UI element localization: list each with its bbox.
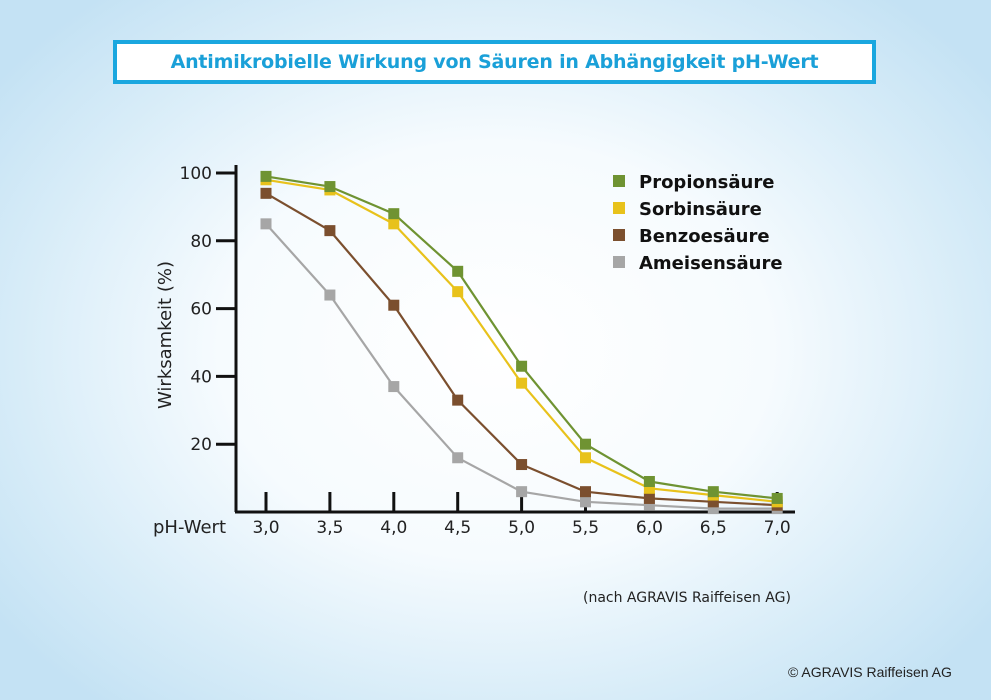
data-point bbox=[452, 286, 464, 298]
chart-title-box: Antimikrobielle Wirkung von Säuren in Ab… bbox=[113, 40, 876, 84]
x-tick-label: 3,0 bbox=[252, 518, 279, 538]
data-point bbox=[580, 486, 591, 498]
series-points bbox=[260, 170, 783, 515]
x-tick-label: 3,5 bbox=[316, 518, 343, 538]
data-point bbox=[324, 181, 336, 193]
data-point bbox=[260, 187, 272, 199]
data-point bbox=[260, 170, 272, 182]
legend-label: Propionsäure bbox=[639, 172, 774, 193]
data-point bbox=[516, 486, 528, 498]
data-point bbox=[324, 225, 336, 237]
legend-swatch bbox=[613, 256, 625, 268]
data-point bbox=[771, 492, 783, 504]
data-point bbox=[580, 438, 591, 450]
data-point bbox=[643, 499, 655, 511]
data-point bbox=[580, 452, 591, 464]
chart-legend: Propionsäure Sorbinsäure Benzoesäure Ameise… bbox=[613, 172, 783, 274]
y-tick-label: 100 bbox=[180, 164, 212, 184]
data-point bbox=[580, 496, 591, 508]
data-point bbox=[707, 486, 719, 498]
data-point bbox=[452, 265, 464, 277]
data-point bbox=[452, 394, 464, 406]
y-axis-label: Wirksamkeit (%) bbox=[155, 261, 176, 409]
x-tick-label: 6,5 bbox=[700, 518, 727, 538]
y-tick-label: 60 bbox=[190, 300, 212, 320]
data-point bbox=[260, 218, 272, 230]
legend-swatch bbox=[613, 202, 625, 214]
data-point bbox=[388, 299, 400, 311]
data-point bbox=[516, 377, 528, 389]
x-tick-label: 7,0 bbox=[764, 518, 791, 538]
y-tick-label: 20 bbox=[190, 435, 212, 455]
legend-label: Benzoesäure bbox=[639, 226, 770, 247]
legend-label: Sorbinsäure bbox=[639, 199, 762, 220]
x-axis-label: pH-Wert bbox=[153, 517, 226, 538]
data-point bbox=[643, 475, 655, 487]
data-point bbox=[643, 482, 655, 494]
data-point bbox=[452, 452, 464, 464]
series-line bbox=[265, 175, 778, 500]
x-tick-label: 4,5 bbox=[444, 518, 471, 538]
source-note: (nach AGRAVIS Raiffeisen AG) bbox=[583, 590, 791, 606]
data-point bbox=[388, 381, 400, 393]
x-tick-label: 6,0 bbox=[636, 518, 663, 538]
data-point bbox=[707, 496, 719, 508]
legend-swatch bbox=[613, 175, 625, 187]
y-tick-label: 80 bbox=[190, 232, 212, 252]
data-point bbox=[388, 218, 400, 230]
chart-title: Antimikrobielle Wirkung von Säuren in Ab… bbox=[170, 51, 819, 73]
data-point bbox=[707, 503, 719, 515]
x-tick-label: 5,5 bbox=[572, 518, 599, 538]
legend-swatch bbox=[613, 229, 625, 241]
data-point bbox=[324, 289, 336, 301]
data-point bbox=[516, 459, 528, 471]
data-point bbox=[643, 492, 655, 504]
x-tick-label: 4,0 bbox=[380, 518, 407, 538]
copyright-note: © AGRAVIS Raiffeisen AG bbox=[788, 664, 952, 680]
x-tick-label: 5,0 bbox=[508, 518, 535, 538]
legend-label: Ameisensäure bbox=[639, 253, 783, 274]
y-tick-label: 40 bbox=[190, 367, 212, 387]
chart-axes bbox=[234, 165, 795, 514]
data-point bbox=[388, 208, 400, 220]
data-point bbox=[516, 360, 528, 372]
